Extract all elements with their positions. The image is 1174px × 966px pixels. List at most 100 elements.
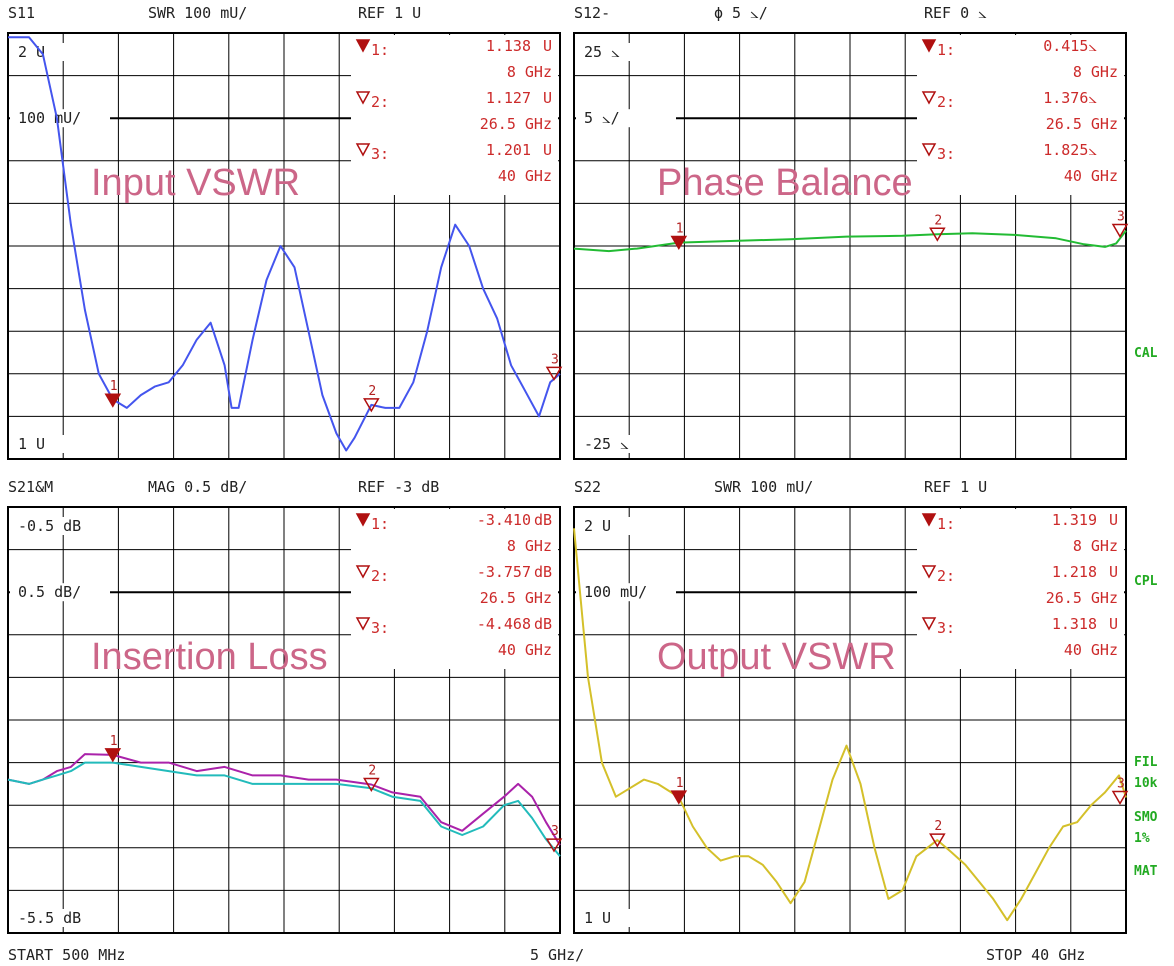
s22-title: Output VSWR xyxy=(657,636,896,678)
s22-marker-2-label: 2 xyxy=(934,819,942,834)
s11-param-label: S11 xyxy=(8,4,35,22)
s21-marker-2-triangle xyxy=(363,777,380,792)
s22-marker-2-triangle xyxy=(929,833,946,848)
s22-marker-1-table-triangle xyxy=(921,513,937,527)
s21-series-1 xyxy=(7,761,561,857)
s12-marker-2-index: 2: xyxy=(937,93,955,111)
s12-marker-1-table-triangle xyxy=(921,39,937,53)
s12-marker-1-freq: 8 GHz xyxy=(1073,63,1118,81)
s21-panel: S21&M MAG 0.5 dB/REF -3 dB1: -3.410 dB8 GHz… xyxy=(7,478,563,934)
s21-marker-3-table-triangle xyxy=(355,617,371,631)
s21-marker-2-index: 2: xyxy=(371,567,389,585)
s12-marker-2-value: 1.376⦣ xyxy=(1043,89,1097,107)
s11-marker-2-freq: 26.5 GHz xyxy=(480,115,552,133)
s11-ytick-bg xyxy=(10,435,92,453)
s22-marker-2-index: 2: xyxy=(937,567,955,585)
s21-ytick-bottom: -5.5 dB xyxy=(18,909,81,927)
s22-marker-3-unit: U xyxy=(1109,615,1118,633)
s22-marker-1-freq: 8 GHz xyxy=(1073,537,1118,555)
s11-ytick-bottom: 1 U xyxy=(18,435,45,453)
s11-marker-2-unit: U xyxy=(543,89,552,107)
side-label-fil: FIL xyxy=(1134,755,1158,770)
s22-series-0 xyxy=(573,528,1127,922)
s11-ytick-bg xyxy=(10,109,110,128)
side-label-1pct: 1% xyxy=(1134,831,1150,846)
s11-marker-3-table-triangle xyxy=(355,143,371,157)
s12-marker-3-freq: 40 GHz xyxy=(1064,167,1118,185)
s12-marker-3-label: 3 xyxy=(1117,209,1125,224)
s12-ytick-bg xyxy=(576,109,676,128)
s12-ytick-mid: 5 ⦣/ xyxy=(584,109,620,127)
s22-ytick-bg xyxy=(576,517,658,535)
s22-marker-1-label: 1 xyxy=(676,776,684,791)
s21-marker-3-label: 3 xyxy=(551,824,559,839)
s11-marker-1-index: 1: xyxy=(371,41,389,59)
s22-marker-2-unit: U xyxy=(1109,563,1118,581)
s21-marker-3-unit: dB xyxy=(534,615,552,633)
s21-ytick-mid: 0.5 dB/ xyxy=(18,583,81,601)
s22-ytick-bg xyxy=(576,909,658,927)
s21-marker-3-freq: 40 GHz xyxy=(498,641,552,659)
s21-marker-2-value: -3.757 xyxy=(477,563,531,581)
s11-ytick-bg xyxy=(10,43,92,61)
s12-marker-2-table-triangle xyxy=(921,91,937,105)
s21-marker-1-label: 1 xyxy=(110,734,118,749)
s11-marker-1-table-triangle xyxy=(355,39,371,53)
s22-marker-3-value: 1.318 xyxy=(1052,615,1097,633)
s11-title: Input VSWR xyxy=(91,162,300,204)
s22-marker-2-table-triangle xyxy=(921,565,937,579)
s21-ytick-bg xyxy=(10,909,92,927)
s12-ytick-top: 25 ⦣ xyxy=(584,43,620,61)
s11-ytick-mid: 100 mU/ xyxy=(18,109,81,127)
s22-marker-1-value: 1.319 xyxy=(1052,511,1097,529)
s12-marker-1-index: 1: xyxy=(937,41,955,59)
s22-param-label: S22 xyxy=(574,478,601,496)
s21-marker-3-triangle xyxy=(545,838,563,853)
s12-marker-2-label: 2 xyxy=(934,213,942,228)
s11-marker-table-bg xyxy=(351,35,558,195)
side-label-mat: MAT xyxy=(1134,864,1158,879)
s21-marker-1-value: -3.410 xyxy=(477,511,531,529)
s12-marker-3-index: 3: xyxy=(937,145,955,163)
s12-title: Phase Balance xyxy=(657,162,913,204)
s12-ytick-bg xyxy=(576,435,658,453)
s11-marker-1-label: 1 xyxy=(110,379,118,394)
s12-panel: S12- ϕ 5 ⦣/ REF 0 ⦣ 1: 0.415⦣ 8 GHz 2: 1.376⦣ 26… xyxy=(573,4,1129,460)
s21-marker-1-unit: dB xyxy=(534,511,552,529)
s22-ytick-top: 2 U xyxy=(584,517,611,535)
s21-marker-3-value: -4.468 xyxy=(477,615,531,633)
s21-ref-label: REF -3 dB xyxy=(358,478,439,496)
s21-marker-3-index: 3: xyxy=(371,619,389,637)
s12-series-0 xyxy=(573,230,1127,253)
s11-panel: S11 SWR 100 mU/REF 1 U 1: 1.138 U 8 GHz 2: 1.12… xyxy=(7,4,563,460)
s22-ref-label: REF 1 U xyxy=(924,478,987,496)
footer-start: START 500 MHz xyxy=(8,946,125,964)
s11-marker-3-value: 1.201 xyxy=(486,141,531,159)
s22-scale-label: SWR 100 mU/ xyxy=(714,478,813,496)
s11-marker-3-freq: 40 GHz xyxy=(498,167,552,185)
s12-ytick-bg xyxy=(576,43,658,61)
s12-marker-3-table-triangle xyxy=(921,143,937,157)
s22-ytick-mid: 100 mU/ xyxy=(584,583,647,601)
s22-marker-2-value: 1.218 xyxy=(1052,563,1097,581)
s21-marker-1-table-triangle xyxy=(355,513,371,527)
s21-ytick-top: -0.5 dB xyxy=(18,517,81,535)
s12-param-label: S12- xyxy=(574,4,610,22)
s11-marker-2-label: 2 xyxy=(368,384,376,399)
side-label-smo: SMO xyxy=(1134,810,1158,825)
s11-ref-label: REF 1 U xyxy=(358,4,421,22)
s22-marker-1-unit: U xyxy=(1109,511,1118,529)
s22-marker-1-triangle xyxy=(670,790,688,805)
s11-marker-3-unit: U xyxy=(543,141,552,159)
s22-marker-table-bg xyxy=(917,509,1124,669)
s11-marker-2-index: 2: xyxy=(371,93,389,111)
footer-division: 5 GHz/ xyxy=(530,946,584,964)
s12-marker-2-triangle xyxy=(929,227,946,242)
s22-marker-3-index: 3: xyxy=(937,619,955,637)
s12-ytick-bottom: -25 ⦣ xyxy=(584,435,629,453)
s12-scale-label: ϕ 5 ⦣/ xyxy=(714,4,768,22)
s21-marker-1-triangle xyxy=(104,748,122,763)
s21-marker-2-table-triangle xyxy=(355,565,371,579)
s11-marker-1-triangle xyxy=(104,393,122,408)
s12-marker-table-bg xyxy=(917,35,1124,195)
